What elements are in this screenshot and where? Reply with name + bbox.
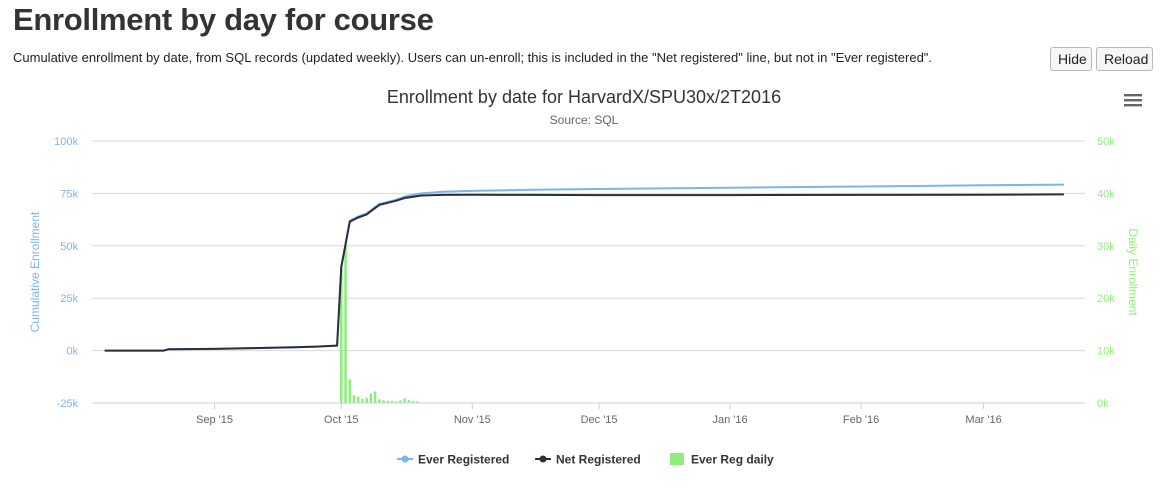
daily-bar	[369, 393, 373, 403]
daily-bar	[390, 401, 394, 403]
y-left-tick-label: 50k	[60, 241, 78, 253]
daily-bar	[399, 400, 402, 403]
legend-marker	[401, 455, 409, 463]
y-right-tick-label: 20k	[1097, 293, 1115, 305]
daily-bar	[403, 398, 406, 403]
daily-bar	[411, 400, 415, 403]
daily-bar	[356, 396, 360, 403]
legend-label: Net Registered	[556, 453, 641, 467]
enrollment-chart: Enrollment by date for HarvardX/SPU30x/2…	[28, 86, 1146, 467]
legend-ever-registered[interactable]: Ever Registered	[397, 453, 509, 467]
legend-label: Ever Reg daily	[691, 453, 774, 467]
hide-button[interactable]: Hide	[1050, 47, 1092, 71]
x-tick-label: Dec '15	[581, 414, 618, 426]
y-left-tick-label: 0k	[66, 346, 78, 358]
legend-label: Ever Registered	[418, 453, 509, 467]
x-tick-label: Mar '16	[965, 414, 1001, 426]
reload-button[interactable]: Reload	[1096, 47, 1153, 71]
y-right-tick-label: 10k	[1097, 346, 1115, 358]
x-tick-label: Nov '15	[454, 414, 491, 426]
daily-bar	[340, 266, 343, 403]
legend-marker	[539, 455, 547, 463]
daily-bar	[394, 401, 398, 403]
daily-bars	[340, 245, 419, 403]
chart-grid	[92, 140, 1085, 404]
y-left-tick-label: -25k	[57, 398, 79, 410]
y-right-tick-label: 40k	[1097, 188, 1115, 200]
daily-bar	[378, 399, 381, 403]
y-left-tick-label: 25k	[60, 293, 78, 305]
daily-bar	[361, 398, 364, 403]
x-tick-label: Jan '16	[712, 414, 747, 426]
legend-net-registered[interactable]: Net Registered	[535, 453, 641, 467]
daily-bar	[407, 399, 411, 403]
ever-registered-line	[104, 183, 1064, 352]
series-lines	[104, 183, 1064, 352]
daily-bar	[382, 400, 385, 403]
page-description: Cumulative enrollment by date, from SQL …	[13, 50, 933, 65]
y-left-axis-label: Cumulative Enrollment	[28, 211, 42, 332]
chart-title: Enrollment by date for HarvardX/SPU30x/2…	[387, 87, 781, 107]
chart-axes: -25k 0k 25k 50k 75k 100k 0k 10k 20k 30k 40k 50k Sep …	[28, 136, 1140, 426]
y-right-tick-label: 50k	[1097, 136, 1115, 148]
daily-bar	[373, 391, 377, 403]
chart-subtitle: Source: SQL	[550, 113, 619, 127]
x-tick-label: Oct '15	[324, 414, 359, 426]
daily-bar	[348, 379, 352, 403]
chart-menu-icon[interactable]	[1120, 86, 1146, 112]
legend-ever-reg-daily[interactable]: Ever Reg daily	[670, 453, 774, 467]
daily-bar	[386, 400, 390, 403]
y-right-tick-label: 30k	[1097, 241, 1115, 253]
y-right-axis-label: Daily Enrollment	[1126, 228, 1140, 316]
y-left-tick-label: 100k	[54, 136, 78, 148]
daily-bar	[365, 397, 368, 403]
page-title: Enrollment by day for course	[13, 2, 434, 37]
x-tick-label: Feb '16	[843, 414, 879, 426]
daily-bar	[352, 395, 356, 403]
chart-legend: Ever Registered Net Registered Ever Reg da…	[397, 453, 774, 467]
y-right-tick-label: 0k	[1097, 398, 1109, 410]
net-registered-line	[104, 193, 1064, 352]
x-tick-label: Sep '15	[196, 414, 233, 426]
legend-bar-symbol	[670, 453, 684, 465]
daily-bar	[416, 401, 419, 403]
daily-bar	[344, 245, 347, 403]
y-left-tick-label: 75k	[60, 188, 78, 200]
